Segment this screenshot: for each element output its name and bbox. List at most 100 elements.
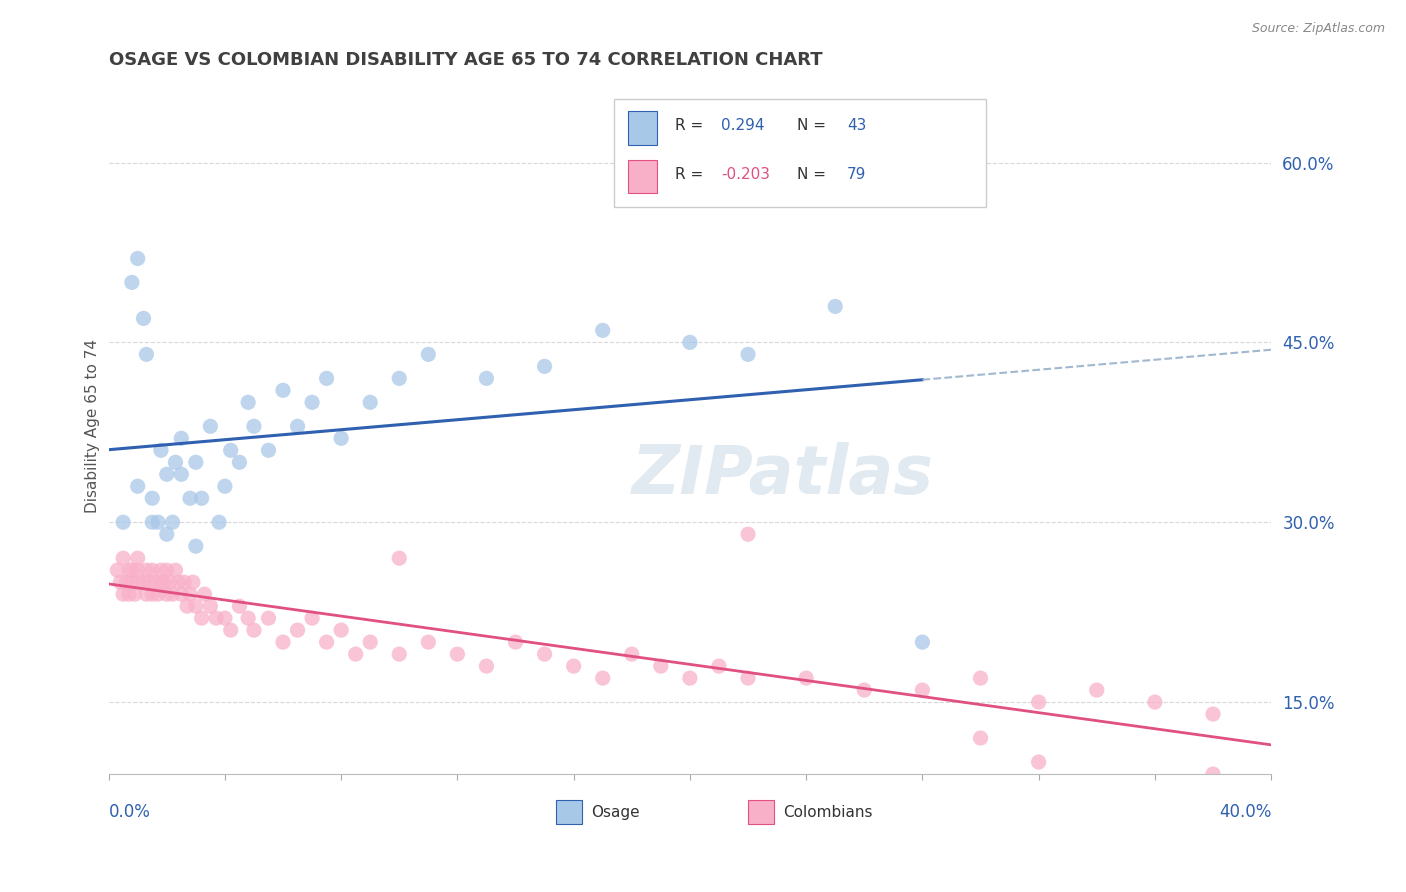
Point [214, 479, 236, 493]
Text: -0.203: -0.203 [721, 167, 770, 182]
Point [911, 683, 934, 698]
Point [149, 563, 172, 577]
Point [167, 575, 190, 590]
Text: Source: ZipAtlas.com: Source: ZipAtlas.com [1251, 22, 1385, 36]
Point [135, 347, 157, 361]
FancyBboxPatch shape [748, 800, 773, 824]
Point [127, 563, 149, 577]
Point [794, 671, 817, 685]
Point [219, 623, 242, 637]
Point [271, 635, 294, 649]
Point [388, 551, 411, 566]
Point [132, 575, 155, 590]
Text: 0.0%: 0.0% [108, 804, 150, 822]
Point [737, 671, 759, 685]
Point [679, 335, 702, 350]
Point [165, 455, 187, 469]
Point [969, 671, 991, 685]
Point [121, 563, 143, 577]
Point [184, 539, 207, 553]
Point [592, 671, 614, 685]
Point [115, 575, 138, 590]
Point [1028, 755, 1050, 769]
Text: N =: N = [797, 119, 825, 134]
Point [592, 323, 614, 337]
Point [141, 515, 163, 529]
Point [679, 671, 702, 685]
Point [315, 371, 337, 385]
Point [110, 575, 132, 590]
Point [112, 515, 135, 529]
Text: Colombians: Colombians [783, 805, 872, 820]
Point [156, 527, 179, 541]
Point [112, 587, 135, 601]
Point [124, 587, 146, 601]
Point [228, 455, 250, 469]
Point [135, 563, 157, 577]
Point [287, 623, 309, 637]
Point [359, 635, 381, 649]
Point [1028, 695, 1050, 709]
Point [184, 455, 207, 469]
Point [162, 515, 184, 529]
Text: ZIPatlas: ZIPatlas [631, 442, 934, 508]
Point [271, 384, 294, 398]
FancyBboxPatch shape [614, 99, 987, 207]
Point [257, 443, 280, 458]
Point [475, 371, 498, 385]
Point [190, 491, 212, 506]
Point [208, 515, 231, 529]
Point [418, 635, 440, 649]
Point [141, 491, 163, 506]
Point [105, 563, 128, 577]
Point [236, 395, 259, 409]
Point [287, 419, 309, 434]
Point [162, 587, 184, 601]
Point [418, 347, 440, 361]
Point [141, 587, 163, 601]
Point [228, 599, 250, 614]
Point [181, 575, 204, 590]
Text: R =: R = [675, 119, 703, 134]
Point [121, 575, 143, 590]
Text: N =: N = [797, 167, 825, 182]
Y-axis label: Disability Age 65 to 74: Disability Age 65 to 74 [86, 339, 100, 513]
Point [219, 443, 242, 458]
Point [505, 635, 527, 649]
Point [156, 563, 179, 577]
Point [165, 563, 187, 577]
Point [173, 575, 195, 590]
Point [1085, 683, 1108, 698]
Point [156, 587, 179, 601]
Point [344, 647, 367, 661]
Point [176, 599, 198, 614]
Point [243, 419, 266, 434]
Point [127, 551, 149, 566]
Point [911, 635, 934, 649]
Point [149, 575, 172, 590]
Point [127, 252, 149, 266]
Point [650, 659, 672, 673]
Point [707, 659, 730, 673]
Point [170, 431, 193, 445]
Point [193, 587, 215, 601]
Point [359, 395, 381, 409]
Point [824, 299, 846, 313]
Point [156, 467, 179, 482]
Text: R =: R = [675, 167, 703, 182]
Point [146, 515, 169, 529]
Point [153, 575, 176, 590]
Point [969, 731, 991, 745]
Point [205, 611, 228, 625]
Point [620, 647, 643, 661]
Point [132, 311, 155, 326]
FancyBboxPatch shape [628, 160, 658, 194]
Point [138, 575, 160, 590]
Point [257, 611, 280, 625]
Point [388, 647, 411, 661]
Point [112, 551, 135, 566]
Point [127, 479, 149, 493]
Text: 0.294: 0.294 [721, 119, 765, 134]
Text: 40.0%: 40.0% [1219, 804, 1271, 822]
FancyBboxPatch shape [557, 800, 582, 824]
